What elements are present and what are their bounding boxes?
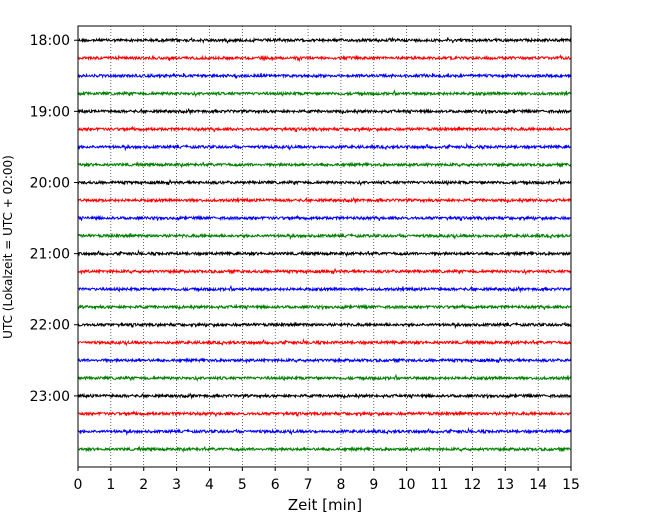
x-tick-label: 0 xyxy=(74,477,83,493)
trace-line xyxy=(77,36,572,44)
x-tick-label: 12 xyxy=(463,477,481,493)
x-tick-label: 4 xyxy=(205,477,214,493)
x-tick-label: 7 xyxy=(304,477,313,493)
trace-line xyxy=(77,357,572,365)
y-axis-label: UTC (Lokalzeit = UTC + 02:00) xyxy=(1,155,15,339)
trace-line xyxy=(77,321,572,330)
x-tick-label: 3 xyxy=(172,477,181,493)
trace-line xyxy=(77,392,572,400)
traces xyxy=(77,36,572,454)
trace-line xyxy=(77,142,572,152)
plot-frame xyxy=(77,25,572,468)
x-tick-label: 11 xyxy=(431,477,449,493)
x-tick-label: 1 xyxy=(106,477,115,493)
y-axis-ticks: 18:00 19:00 20:00 21:00 22:00 23:00 xyxy=(30,33,78,405)
x-tick-label: 13 xyxy=(496,477,514,493)
x-tick-label: 5 xyxy=(238,477,247,493)
trace-line xyxy=(77,373,572,382)
y-tick-label: 19:00 xyxy=(30,104,70,120)
y-tick-label: 18:00 xyxy=(30,33,70,49)
trace-line xyxy=(77,214,572,222)
x-axis-ticks: 0 1 2 3 4 5 6 7 8 9 10 11 12 13 14 15 xyxy=(74,467,580,493)
trace-line xyxy=(77,338,572,347)
y-tick-label: 23:00 xyxy=(30,389,70,405)
y-tick-label: 22:00 xyxy=(30,318,70,334)
x-tick-label: 2 xyxy=(139,477,148,493)
trace-line xyxy=(77,232,572,241)
y-tick-label: 21:00 xyxy=(30,247,70,263)
x-tick-label: 14 xyxy=(529,477,547,493)
x-axis-label: Zeit [min] xyxy=(288,496,362,514)
trace-line xyxy=(77,72,572,80)
trace-line xyxy=(77,303,572,311)
trace-line xyxy=(77,125,572,133)
x-tick-label: 10 xyxy=(398,477,416,493)
x-tick-label: 8 xyxy=(336,477,345,493)
y-tick-label: 20:00 xyxy=(30,175,70,191)
trace-line xyxy=(77,284,572,294)
trace-line xyxy=(77,107,572,116)
trace-line xyxy=(77,178,572,187)
trace-line xyxy=(77,445,572,454)
x-tick-label: 9 xyxy=(369,477,378,493)
trace-line xyxy=(77,249,572,258)
x-tick-label: 15 xyxy=(562,477,580,493)
x-tick-label: 6 xyxy=(271,477,280,493)
trace-line xyxy=(77,54,572,63)
trace-line xyxy=(77,268,572,276)
trace-line xyxy=(77,426,572,436)
trace-line xyxy=(77,196,572,205)
trace-line xyxy=(77,89,572,98)
trace-line xyxy=(77,161,572,169)
trace-line xyxy=(77,410,572,417)
